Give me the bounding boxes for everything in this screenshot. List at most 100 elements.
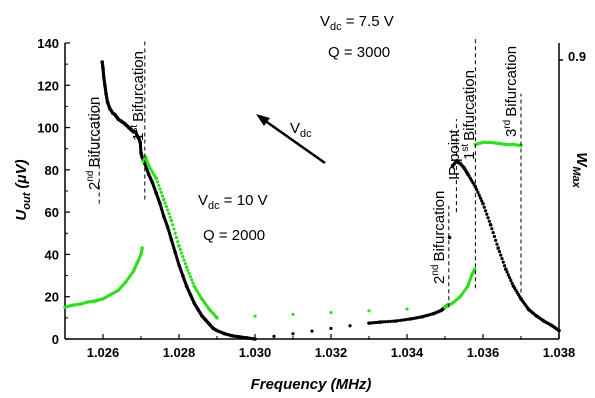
- data-point-black: [381, 320, 385, 324]
- arrow-label-sub: dc: [300, 128, 312, 140]
- data-point-black: [378, 320, 383, 324]
- y-axis-title-main: U: [13, 209, 30, 221]
- data-point-green: [472, 267, 477, 272]
- data-point-green: [253, 314, 257, 318]
- data-point-green: [191, 281, 195, 285]
- data-point-black: [499, 253, 503, 257]
- data-point-black: [393, 319, 398, 323]
- data-point-black: [506, 273, 510, 277]
- data-point-black: [291, 332, 295, 336]
- data-point-green: [167, 211, 171, 216]
- y-tick-label: 60: [45, 205, 59, 220]
- bif-1st-right-word: Bifurcation: [461, 70, 478, 141]
- q-left-label: Q = 2000: [203, 227, 265, 244]
- data-point-black: [391, 319, 395, 323]
- x-tick-label: 1.038: [543, 345, 576, 360]
- y2-tick-label: 0.9: [568, 49, 586, 64]
- data-point-black: [497, 250, 502, 254]
- axes: 1.026 1.028 1.030 1.032 1.034 1.036 1.038 0 20 40…: [37, 36, 575, 360]
- data-point-black: [480, 199, 484, 203]
- arrow-label-v: V: [290, 120, 300, 137]
- data-point-green: [178, 247, 182, 252]
- data-point-green: [190, 278, 194, 282]
- data-point-green: [174, 235, 179, 240]
- svg-text:WMax: WMax: [570, 152, 590, 188]
- bif-label-1st-right: 1st Bifurcation: [460, 70, 478, 160]
- data-point-black: [495, 242, 499, 246]
- svg-text:1stBifurcation: 1st Bifurcation: [129, 51, 147, 141]
- data-point-green: [140, 246, 144, 250]
- data-point-black: [396, 319, 400, 323]
- x-tick-label: 1.032: [315, 345, 348, 360]
- data-point-black: [383, 320, 388, 324]
- data-point-green: [188, 275, 192, 279]
- data-point-green: [159, 190, 163, 195]
- x-tick-label: 1.034: [391, 345, 424, 360]
- y-axis-title-unit: (μV): [13, 159, 30, 192]
- data-point-black: [478, 196, 483, 200]
- y2-axis-title-main: W: [573, 152, 590, 168]
- data-point-green: [168, 215, 172, 219]
- data-point-black: [272, 334, 276, 338]
- data-point-black: [492, 234, 496, 239]
- bif-3rd-right-sup: rd: [502, 120, 513, 129]
- data-point-black: [509, 278, 513, 283]
- data-point-green: [183, 261, 187, 266]
- data-point-green: [367, 309, 371, 313]
- x-tick-label: 1.036: [467, 345, 500, 360]
- data-point-black: [502, 264, 507, 268]
- data-point-green: [187, 271, 191, 276]
- data-point-black: [496, 246, 501, 250]
- data-point-black: [487, 219, 491, 223]
- data-point-green: [155, 180, 160, 184]
- bif-label-3rd-right: 3rd Bifurcation: [502, 46, 520, 137]
- svg-text:2ndBifurcation: 2nd Bifurcation: [85, 97, 103, 190]
- y-tick-label: 120: [37, 78, 59, 93]
- data-point-green: [162, 197, 166, 202]
- x-tick-label: 1.030: [239, 345, 272, 360]
- y2-axis-title: WMax: [570, 152, 590, 188]
- q-right-label: Q = 3000: [328, 44, 390, 61]
- data-point-black: [491, 230, 495, 235]
- data-point-black: [253, 337, 257, 341]
- data-point-black: [505, 270, 509, 274]
- vdc-right-pre: V: [320, 13, 330, 30]
- data-point-green: [215, 316, 219, 320]
- data-point-black: [494, 238, 498, 242]
- data-point-black: [490, 227, 494, 231]
- bif-2nd-right-num: 2: [431, 276, 448, 284]
- data-point-black: [401, 318, 405, 322]
- data-point-black: [557, 328, 561, 333]
- data-point-black: [501, 260, 505, 264]
- data-point-black: [485, 212, 489, 216]
- data-point-black: [388, 319, 393, 323]
- x-tick-label: 1.026: [87, 345, 120, 360]
- vdc-arrow: [256, 114, 326, 165]
- y-tick-label: 40: [45, 247, 59, 262]
- svg-text:3rdBifurcation: 3rd Bifurcation: [502, 46, 520, 137]
- arrow-head: [256, 114, 270, 126]
- y-axis-title-sub: out: [21, 191, 33, 209]
- vdc-right-sub: dc: [330, 21, 342, 33]
- data-point-green: [179, 251, 184, 255]
- data-point-green: [519, 143, 523, 148]
- data-point-black: [329, 326, 333, 331]
- data-point-green: [166, 208, 170, 212]
- data-point-black: [310, 329, 314, 333]
- data-point-black: [477, 193, 481, 197]
- data-point-green: [181, 254, 185, 259]
- data-point-black: [482, 205, 486, 209]
- y-axis-title: Uout (μV): [13, 159, 33, 220]
- y-tick-label: 0: [52, 332, 59, 347]
- data-point-black: [500, 257, 504, 261]
- bif-2nd-left-sup: nd: [85, 171, 96, 182]
- bif-1st-left-sup: st: [129, 125, 140, 133]
- ip-point-label: IP point: [446, 129, 463, 180]
- data-point-black: [486, 216, 490, 220]
- bifurcation-lines: [98, 38, 522, 308]
- vdc-left-label: Vdc = 10 V: [198, 192, 268, 212]
- bif-2nd-right-sup: nd: [430, 265, 441, 276]
- svg-text:1stBifurcation: 1st Bifurcation: [460, 70, 478, 160]
- data-point-black: [481, 201, 485, 206]
